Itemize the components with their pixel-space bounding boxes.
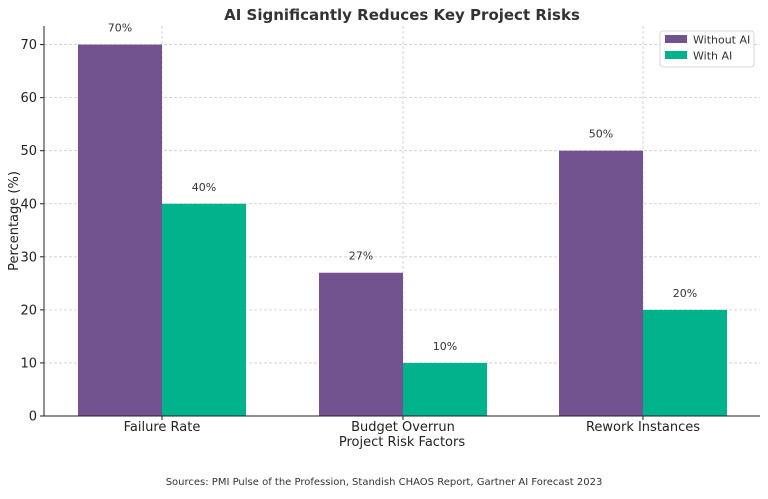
x-tick-label: Budget Overrun xyxy=(351,420,455,435)
data-labels-layer: 70% 27% 50% 40% 10% 20% xyxy=(108,22,697,353)
bar-with-ai-1 xyxy=(403,362,487,416)
data-label: 70% xyxy=(108,22,132,35)
bar-with-ai-0 xyxy=(162,203,246,416)
bar-with-ai-2 xyxy=(643,309,727,416)
y-tick-label: 40 xyxy=(20,197,37,212)
legend-label: Without AI xyxy=(693,34,750,47)
data-label: 20% xyxy=(673,287,697,300)
bar-without-ai-1 xyxy=(319,272,403,416)
y-tick-label: 10 xyxy=(20,356,37,371)
data-label: 27% xyxy=(349,250,373,263)
y-tick-label: 60 xyxy=(20,91,37,106)
axes-layer: 0 10 20 30 40 50 60 70 Failure Rate Budget Overru… xyxy=(20,26,760,435)
legend-label: With AI xyxy=(693,50,732,63)
data-label: 50% xyxy=(589,128,613,141)
chart-title: AI Significantly Reduces Key Project Ris… xyxy=(224,6,580,24)
y-tick-label: 70 xyxy=(20,38,37,53)
y-tick-label: 50 xyxy=(20,144,37,159)
legend-swatch xyxy=(665,51,687,59)
bar-without-ai-0 xyxy=(78,44,162,416)
x-axis-label: Project Risk Factors xyxy=(339,435,465,450)
y-tick-label: 20 xyxy=(20,303,37,318)
y-axis-label: Percentage (%) xyxy=(7,171,22,271)
data-label: 40% xyxy=(192,181,216,194)
x-tick-label: Failure Rate xyxy=(124,420,201,435)
source-note: Sources: PMI Pulse of the Profession, St… xyxy=(166,477,603,488)
legend: Without AI With AI xyxy=(659,30,755,68)
y-tick-label: 30 xyxy=(20,250,37,265)
data-label: 10% xyxy=(433,340,457,353)
legend-swatch xyxy=(665,35,687,43)
x-tick-label: Rework Instances xyxy=(586,420,700,435)
y-tick-label: 0 xyxy=(29,410,37,425)
bar-without-ai-2 xyxy=(559,150,643,416)
bars-layer xyxy=(78,44,727,416)
